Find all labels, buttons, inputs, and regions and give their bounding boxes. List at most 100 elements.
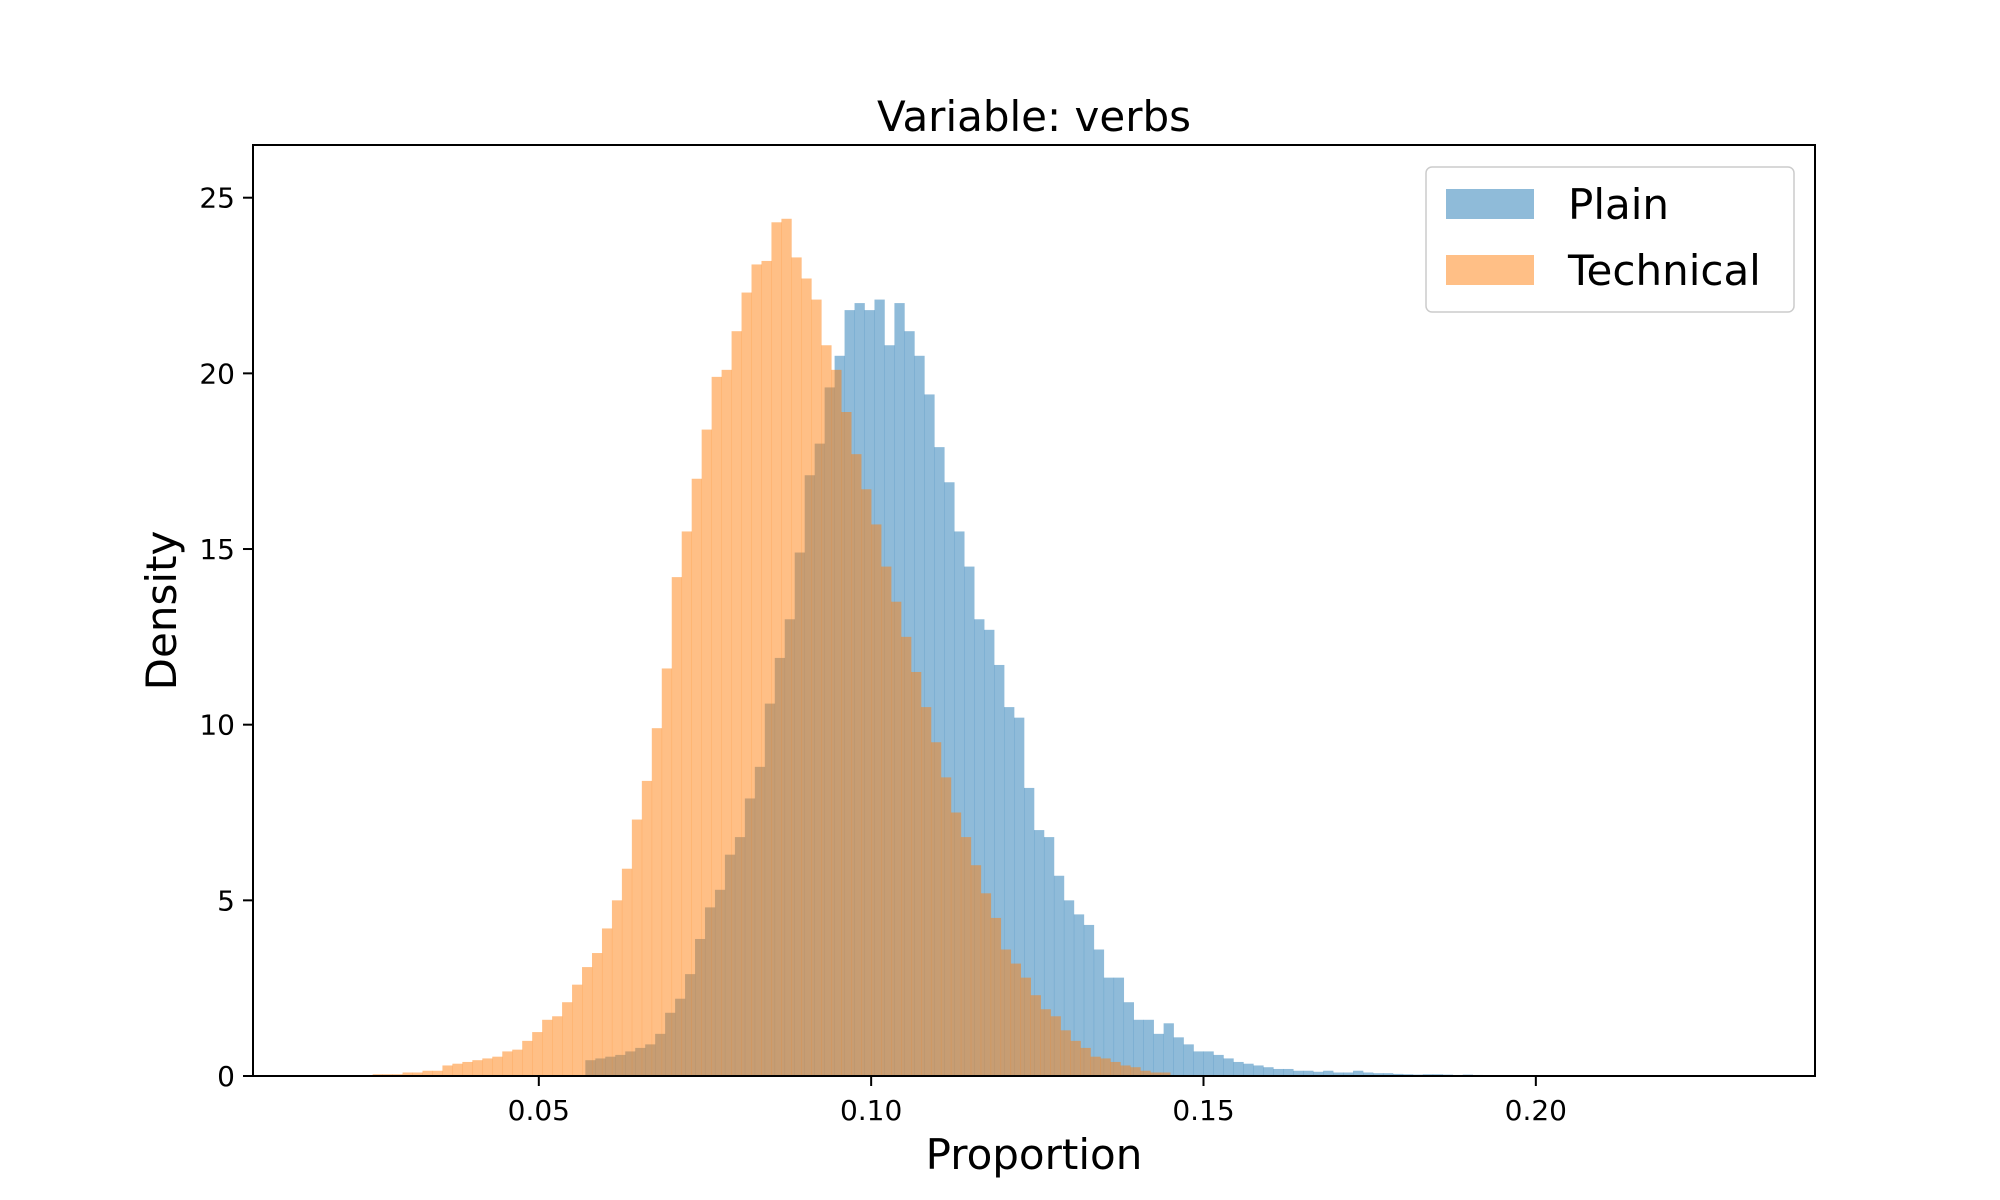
bar-plain — [1263, 1067, 1274, 1076]
plot-frame — [252, 144, 1816, 1077]
x-tick-label: 0.10 — [840, 1094, 902, 1127]
bar-technical — [651, 728, 663, 1076]
bar-technical — [1110, 1061, 1121, 1076]
bar-plain — [964, 566, 975, 1076]
bar-plain — [1303, 1070, 1314, 1076]
bar-technical — [1160, 1072, 1171, 1076]
bar-technical — [1140, 1070, 1151, 1076]
y-axis-label: Density — [137, 531, 186, 691]
bar-technical — [781, 218, 792, 1076]
bar-plain — [1024, 787, 1035, 1076]
bar-technical — [1010, 963, 1022, 1076]
bar-technical — [512, 1049, 523, 1076]
bar-plain — [994, 664, 1005, 1076]
bar-technical — [572, 984, 583, 1076]
bar-technical — [701, 429, 712, 1076]
bar-technical — [801, 278, 812, 1076]
bar-technical — [1150, 1072, 1161, 1076]
bar-technical — [412, 1072, 423, 1076]
y-axis-ticks: 0 5 10 15 20 25 — [199, 182, 253, 1093]
bar-technical — [1060, 1030, 1071, 1076]
bar-technical — [591, 953, 603, 1076]
bar-technical — [950, 812, 962, 1076]
bar-technical — [741, 292, 752, 1076]
y-tick-label: 25 — [199, 182, 235, 215]
bar-technical — [811, 299, 822, 1077]
bar-plain — [1273, 1068, 1284, 1076]
bar-plain — [1313, 1071, 1324, 1076]
bar-technical — [761, 260, 772, 1076]
bar-technical — [771, 222, 782, 1077]
bar-technical — [402, 1072, 413, 1076]
y-tick-label: 0 — [217, 1060, 235, 1093]
legend-label-plain: Plain — [1568, 180, 1669, 229]
bar-technical — [691, 478, 702, 1076]
bar-technical — [1040, 1009, 1051, 1076]
bar-plain — [974, 619, 985, 1076]
bar-plain — [1243, 1063, 1254, 1076]
bar-technical — [940, 777, 952, 1076]
bar-technical — [1080, 1047, 1091, 1076]
bar-technical — [731, 331, 742, 1076]
y-tick-label: 15 — [199, 533, 235, 566]
bar-technical — [562, 1002, 573, 1076]
bar-plain — [1203, 1051, 1214, 1076]
bar-plain — [1123, 1002, 1134, 1076]
y-tick-label: 20 — [199, 357, 235, 390]
bar-technical — [631, 819, 643, 1076]
x-tick-label: 0.15 — [1172, 1094, 1234, 1127]
bar-technical — [901, 636, 912, 1076]
bar-technical — [960, 837, 972, 1076]
bar-technical — [532, 1032, 543, 1076]
bar-technical — [721, 369, 732, 1077]
legend: Plain Technical — [1425, 166, 1795, 313]
bar-technical — [542, 1019, 553, 1076]
bar-technical — [492, 1056, 503, 1076]
bar-plain — [1153, 1033, 1164, 1076]
bar-plain — [1073, 914, 1085, 1076]
bar-plain — [1143, 1019, 1154, 1076]
bar-plain — [1183, 1044, 1194, 1076]
bar-plain — [1173, 1037, 1184, 1076]
bar-technical — [831, 369, 842, 1077]
bar-plain — [1283, 1068, 1294, 1076]
bar-technical — [1130, 1067, 1141, 1076]
bar-technical — [911, 671, 922, 1076]
bar-technical — [601, 928, 613, 1076]
bar-technical — [1090, 1056, 1101, 1076]
bar-technical — [970, 865, 982, 1076]
bar-plain — [1053, 875, 1065, 1076]
y-tick-label: 10 — [199, 709, 235, 742]
bar-plain — [1343, 1072, 1354, 1076]
bar-technical — [851, 454, 862, 1076]
bar-technical — [891, 601, 902, 1076]
bar-plain — [1113, 977, 1125, 1076]
bar-technical — [502, 1051, 513, 1076]
bar-technical — [462, 1061, 473, 1076]
bar-technical — [442, 1065, 453, 1076]
bar-technical — [821, 345, 832, 1076]
bar-technical — [641, 780, 653, 1076]
bar-technical — [871, 524, 882, 1076]
bar-technical — [522, 1040, 533, 1076]
bar-technical — [841, 412, 852, 1076]
x-axis-label: Proportion — [926, 1130, 1143, 1179]
bar-plain — [1233, 1061, 1244, 1076]
bar-technical — [1030, 995, 1041, 1076]
x-tick-label: 0.20 — [1505, 1094, 1567, 1127]
bar-technical — [881, 566, 892, 1076]
bar-plain — [1163, 1023, 1174, 1076]
legend-swatch-technical — [1446, 255, 1534, 285]
bar-technical — [681, 531, 692, 1076]
series-technical-bars — [372, 218, 1171, 1077]
bar-plain — [1223, 1058, 1234, 1076]
bar-plain — [1093, 949, 1105, 1076]
bar-technical — [930, 742, 942, 1076]
bar-plain — [1333, 1072, 1344, 1076]
bar-technical — [422, 1070, 433, 1076]
legend-swatch-plain — [1446, 189, 1534, 219]
bar-plain — [1193, 1051, 1204, 1076]
bar-plain — [1034, 830, 1045, 1076]
